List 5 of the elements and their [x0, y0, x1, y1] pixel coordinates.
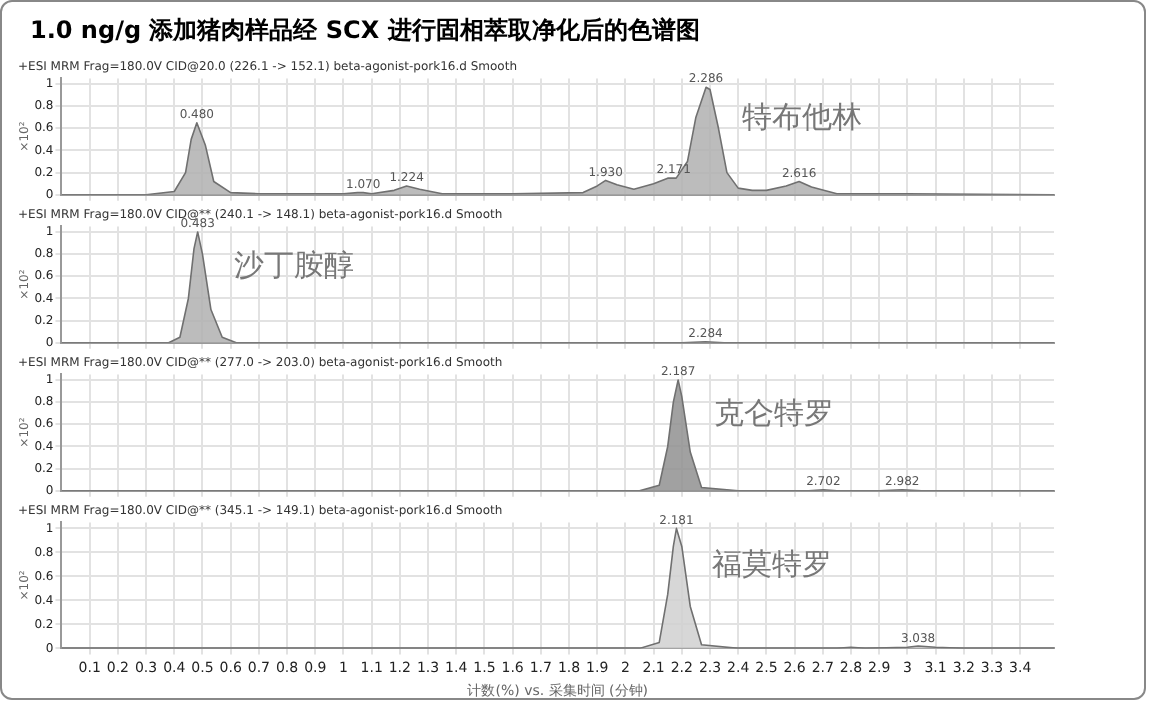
- chart-title: 1.0 ng/g 添加猪肉样品经 SCX 进行固相萃取净化后的色谱图: [30, 14, 702, 48]
- annotation: 福莫特罗: [712, 546, 833, 583]
- annotation: 克仑特罗: [714, 394, 835, 431]
- annotation: 沙丁胺醇: [233, 246, 354, 283]
- annotation: 特布他林: [742, 98, 863, 135]
